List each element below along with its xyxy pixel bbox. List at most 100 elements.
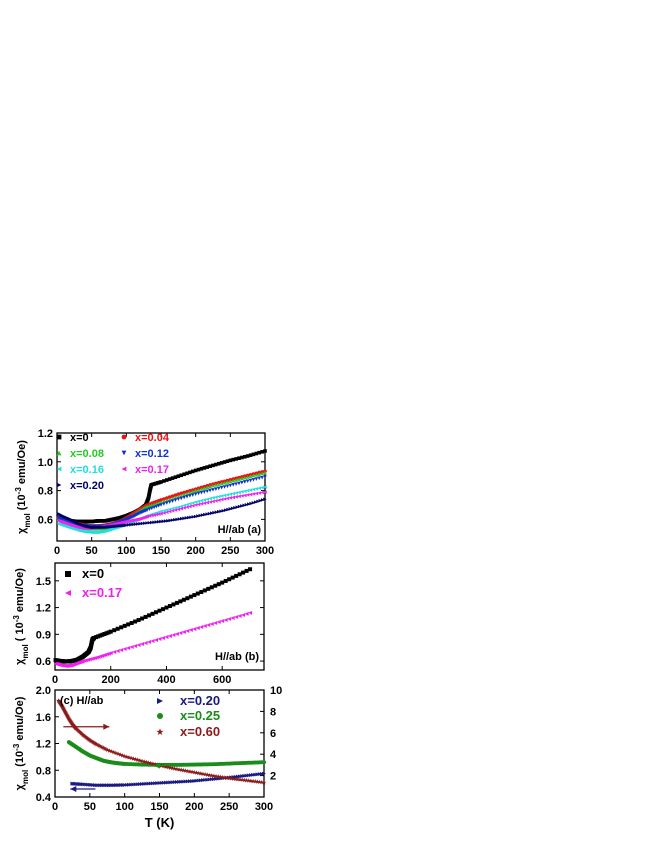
data-point	[244, 777, 249, 783]
data-point	[78, 730, 84, 736]
data-point	[196, 778, 201, 783]
data-point	[149, 520, 154, 525]
data-point	[257, 486, 262, 490]
data-point	[185, 471, 189, 476]
data-point	[171, 633, 176, 638]
y2-tick-label: 2	[270, 771, 276, 783]
data-point	[107, 748, 112, 753]
data-point	[164, 496, 169, 500]
data-point	[194, 778, 199, 783]
data-point	[178, 630, 183, 635]
legend-label: x=0	[70, 432, 89, 444]
data-point	[202, 486, 207, 490]
x-tick-label: 250	[221, 545, 239, 557]
data-point	[247, 502, 251, 506]
data-point	[213, 620, 218, 625]
data-point	[239, 777, 245, 782]
data-point	[162, 511, 166, 515]
data-point	[147, 514, 152, 518]
legend-marker	[121, 450, 127, 456]
data-point	[145, 514, 149, 519]
data-point	[200, 513, 205, 517]
data-point	[260, 485, 264, 490]
data-point	[251, 487, 256, 492]
data-point	[145, 521, 149, 525]
data-point	[181, 597, 186, 602]
data-point	[242, 475, 247, 480]
data-point	[147, 613, 152, 618]
data-point	[251, 492, 256, 496]
data-point	[248, 492, 253, 497]
data-point	[209, 585, 214, 590]
data-point	[235, 776, 241, 782]
data-point	[94, 635, 99, 640]
data-point	[263, 497, 267, 502]
x-tick-label: 200	[102, 674, 120, 686]
data-point	[155, 781, 160, 786]
data-point	[241, 570, 246, 575]
data-point	[133, 756, 138, 762]
data-point	[199, 502, 204, 506]
data-point	[167, 500, 172, 504]
data-point	[97, 743, 102, 748]
y-axis-label: χmol (10-3 emu/Oe)	[14, 440, 32, 534]
data-point	[86, 737, 92, 742]
data-point	[122, 647, 127, 652]
arrow-right-axis-head	[103, 723, 110, 730]
data-point	[173, 495, 178, 500]
data-point	[182, 516, 186, 521]
data-point	[190, 493, 195, 497]
data-point	[216, 619, 221, 624]
data-point	[234, 573, 239, 578]
data-point	[188, 502, 192, 506]
legend-label: x=0.60	[180, 724, 220, 739]
data-point	[170, 496, 175, 501]
data-point	[222, 480, 227, 485]
data-point	[256, 499, 260, 504]
data-point	[251, 772, 256, 777]
data-point	[237, 613, 242, 618]
data-point	[99, 744, 105, 750]
data-point	[205, 500, 210, 505]
data-point	[129, 645, 134, 650]
data-point	[228, 776, 234, 781]
data-point	[208, 500, 212, 504]
data-point	[199, 487, 204, 491]
data-point	[228, 479, 233, 484]
data-point	[211, 773, 217, 778]
data-point	[190, 469, 195, 474]
data-point	[185, 596, 190, 601]
data-point	[257, 476, 262, 481]
data-point	[172, 780, 177, 785]
data-point	[219, 509, 223, 514]
data-point	[162, 497, 166, 501]
data-point	[122, 782, 127, 787]
data-point	[176, 492, 181, 497]
data-point	[131, 522, 136, 527]
data-point	[257, 450, 262, 455]
data-point	[245, 479, 250, 484]
data-point	[213, 583, 218, 588]
y-tick-label: 0.6	[36, 656, 51, 668]
data-point	[159, 519, 163, 524]
data-point	[212, 510, 216, 515]
data-point	[214, 462, 218, 467]
data-point	[185, 779, 190, 784]
data-point	[205, 512, 210, 516]
data-point	[166, 780, 171, 785]
data-point	[230, 575, 235, 580]
data-point	[159, 500, 163, 504]
data-point	[184, 516, 189, 520]
data-point	[185, 505, 189, 509]
data-point	[199, 466, 204, 471]
data-point	[186, 515, 191, 520]
legend-label: x=0.04	[135, 432, 170, 444]
legend-label: x=0.25	[180, 708, 220, 723]
data-point	[246, 773, 251, 778]
data-point	[234, 478, 238, 482]
y2-tick-label: 4	[270, 749, 277, 761]
data-point	[207, 511, 212, 516]
data-point	[263, 475, 267, 479]
data-point	[100, 632, 105, 637]
data-point	[162, 502, 166, 506]
